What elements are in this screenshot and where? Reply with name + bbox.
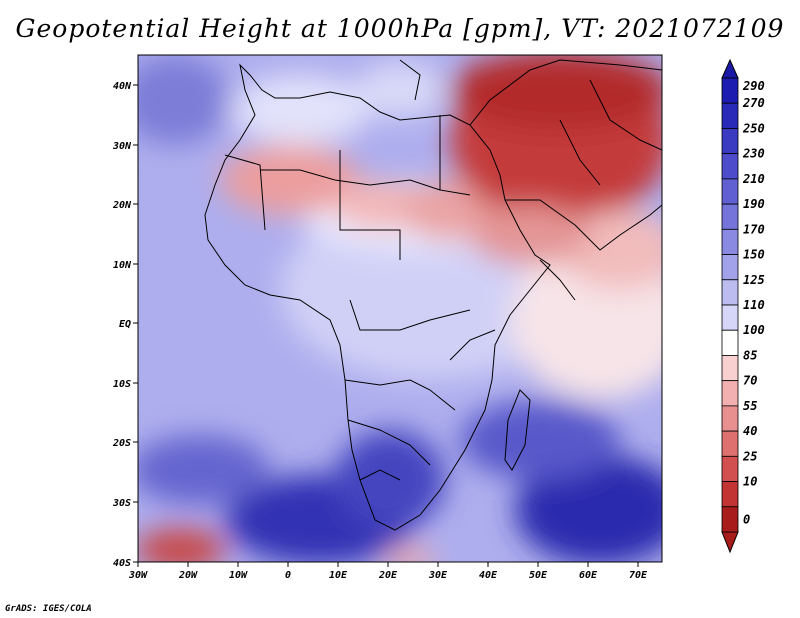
colorbar-label: 0 [743,512,750,526]
x-tick-label: 20E [378,570,398,581]
colorbar-swatch [721,329,739,356]
colorbar-label: 55 [743,399,757,413]
y-tick-label: 20S [112,438,131,449]
colorbar-label: 125 [743,273,765,287]
colorbar-swatch [721,380,739,407]
x-tick-label: 50E [529,570,548,581]
colorbar-label: 40 [743,424,757,438]
colorbar-label: 25 [742,449,757,463]
colorbar-label: 190 [743,197,765,211]
colorbar-swatch [721,203,739,230]
y-tick-label: 40N [113,81,132,92]
x-tick-label: 60E [579,570,598,581]
colorbar-swatch [721,304,739,331]
x-axis: 30W 20W 10W 0 10E 20E 30E 40E 50E 60E 70… [128,562,648,581]
map-title: Geopotential Height at 1000hPa [gpm], VT… [15,14,785,43]
colorbar-swatch [721,254,739,281]
colorbar-label: 110 [743,298,765,312]
y-tick-label: 40S [113,558,131,569]
colorbar-bottom-arrow [721,531,739,554]
colorbar-swatch [721,430,739,457]
x-tick-label: 0 [285,570,291,581]
colorbar-label: 210 [742,172,765,186]
coastlines [204,59,662,531]
colorbar-swatch [721,455,739,482]
colorbar-label: 100 [743,323,765,337]
y-tick-label: EQ [119,319,131,330]
colorbar-swatch [721,506,739,533]
colorbar-swatch [721,128,739,155]
x-tick-label: 20W [178,570,198,581]
colorbar-swatch [721,279,739,306]
colorbar-swatch [721,102,739,129]
y-tick-label: 20N [112,200,132,211]
colorbar-swatch [721,355,739,382]
colorbar-label: 70 [743,374,757,388]
x-tick-label: 30E [428,570,448,581]
colorbar-swatch [721,77,739,104]
colorbar-top-arrow [721,58,739,79]
colorbar-swatch [721,178,739,205]
y-tick-label: 30N [112,141,132,152]
x-tick-label: 10W [229,570,248,581]
y-tick-label: 10S [113,379,131,390]
grads-credit: GrADS: IGES/COLA [5,604,92,614]
colorbar-label: 230 [742,147,765,161]
x-tick-label: 30W [128,570,148,581]
colorbar-label: 150 [743,248,765,262]
colorbar-label: 85 [743,348,757,362]
colorbar-label: 170 [743,222,765,236]
colorbar: 2902702502302101901701501251101008570554… [721,58,765,554]
x-tick-label: 40E [479,570,498,581]
colorbar-label: 290 [742,79,765,93]
colorbar-swatch [721,153,739,180]
map-frame [137,54,663,563]
colorbar-swatch [721,481,739,508]
colorbar-label: 250 [742,121,765,135]
colorbar-label: 270 [742,96,765,110]
colorbar-swatch [721,405,739,432]
colorbar-swatch [721,228,739,255]
geopotential-field [138,55,662,562]
y-tick-label: 30S [112,498,131,509]
x-tick-label: 10E [329,570,348,581]
y-axis: 40N 30N 20N 10N EQ 10S 20S 30S 40S [112,81,138,569]
y-tick-label: 10N [113,260,132,271]
colorbar-label: 10 [743,475,757,489]
x-tick-label: 70E [629,570,648,581]
